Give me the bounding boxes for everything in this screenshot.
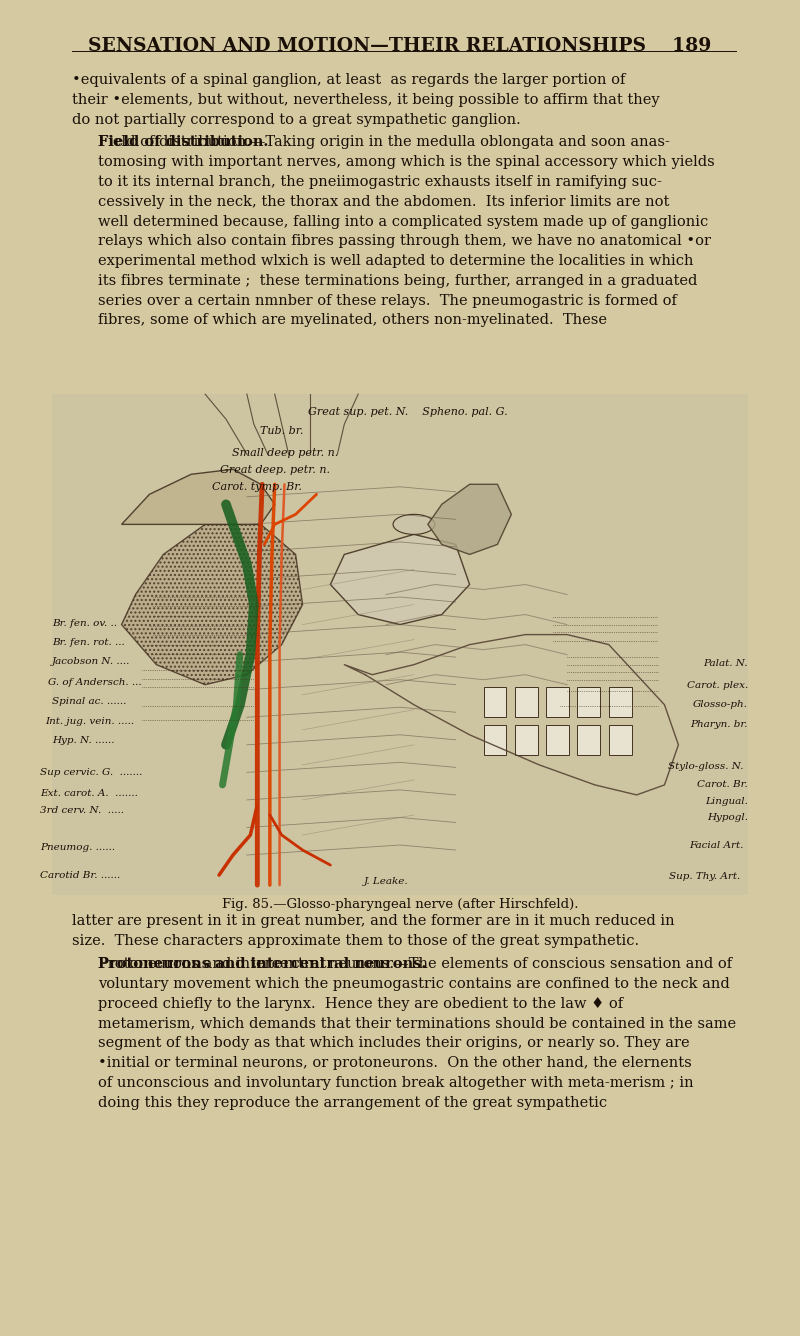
Text: fibres, some of which are myelinated, others non-myelinated.  These: fibres, some of which are myelinated, ot… bbox=[98, 314, 607, 327]
Text: cessively in the neck, the thorax and the abdomen.  Its inferior limits are not: cessively in the neck, the thorax and th… bbox=[98, 195, 670, 208]
Text: Lingual.: Lingual. bbox=[705, 798, 748, 806]
Text: SENSATION AND MOTION—THEIR RELATIONSHIPS    189: SENSATION AND MOTION—THEIR RELATIONSHIPS… bbox=[88, 37, 712, 55]
Text: voluntary movement which the pneumogastric contains are confined to the neck and: voluntary movement which the pneumogastr… bbox=[98, 977, 730, 991]
Bar bbox=[515, 724, 538, 755]
Text: Carotid Br. ......: Carotid Br. ...... bbox=[40, 871, 120, 879]
Text: its fibres terminate ;  these terminations being, further, arranged in a graduat: its fibres terminate ; these termination… bbox=[98, 274, 698, 287]
Text: experimental method wlxich is well adapted to determine the localities in which: experimental method wlxich is well adapt… bbox=[98, 254, 694, 269]
Text: doing this they reproduce the arrangement of the great sympathetic: doing this they reproduce the arrangemen… bbox=[98, 1096, 607, 1110]
Bar bbox=[609, 724, 632, 755]
Text: Stylo-gloss. N.: Stylo-gloss. N. bbox=[669, 763, 744, 771]
Bar bbox=[578, 724, 601, 755]
Text: Carot. Br.: Carot. Br. bbox=[698, 780, 748, 788]
Text: Pneumog. ......: Pneumog. ...... bbox=[40, 843, 115, 851]
Text: Spinal ac. ......: Spinal ac. ...... bbox=[52, 697, 126, 705]
Text: Great sup. pet. N.    Spheno. pal. G.: Great sup. pet. N. Spheno. pal. G. bbox=[308, 407, 508, 417]
Text: Great deep. petr. n.: Great deep. petr. n. bbox=[220, 465, 330, 474]
Bar bbox=[546, 724, 569, 755]
Text: relays which also contain fibres passing through them, we have no anatomical •or: relays which also contain fibres passing… bbox=[98, 234, 711, 248]
Bar bbox=[546, 687, 569, 717]
Text: Field of distribution.—Taking origin in the medulla oblongata and soon anas-: Field of distribution.—Taking origin in … bbox=[98, 135, 670, 150]
Text: Sup cervic. G.  .......: Sup cervic. G. ....... bbox=[40, 768, 142, 776]
Text: Br. fen. ov. ..: Br. fen. ov. .. bbox=[52, 620, 117, 628]
Text: to it its internal branch, the pneiimogastric exhausts itself in ramifying suc-: to it its internal branch, the pneiimoga… bbox=[98, 175, 662, 188]
Text: Field of distribution.: Field of distribution. bbox=[98, 135, 269, 150]
Text: G. of Andersch. ...: G. of Andersch. ... bbox=[48, 679, 142, 687]
Bar bbox=[483, 687, 506, 717]
Bar bbox=[52, 394, 748, 895]
Bar bbox=[483, 724, 506, 755]
Bar bbox=[515, 687, 538, 717]
Text: Facial Art.: Facial Art. bbox=[690, 842, 744, 850]
Text: size.  These characters approximate them to those of the great sympathetic.: size. These characters approximate them … bbox=[72, 934, 639, 947]
Polygon shape bbox=[122, 469, 274, 524]
Text: Int. jug. vein. .....: Int. jug. vein. ..... bbox=[46, 717, 134, 725]
Text: do not partially correspond to a great sympathetic ganglion.: do not partially correspond to a great s… bbox=[72, 114, 521, 127]
Text: Small deep petr. n.: Small deep petr. n. bbox=[232, 448, 338, 457]
Text: Protoneurons and intercentral neurons.: Protoneurons and intercentral neurons. bbox=[98, 958, 426, 971]
Text: series over a certain nmnber of these relays.  The pneumogastric is formed of: series over a certain nmnber of these re… bbox=[98, 294, 678, 307]
Text: 3rd cerv. N.  .....: 3rd cerv. N. ..... bbox=[40, 807, 124, 815]
Text: their •elements, but without, nevertheless, it being possible to affirm that the: their •elements, but without, neverthele… bbox=[72, 94, 660, 107]
Polygon shape bbox=[330, 534, 470, 625]
Polygon shape bbox=[428, 485, 511, 554]
Text: proceed chiefly to the larynx.  Hence they are obedient to the law ♦ of: proceed chiefly to the larynx. Hence the… bbox=[98, 997, 623, 1011]
Text: •initial or terminal neurons, or protoneurons.  On the other hand, the elernents: •initial or terminal neurons, or protone… bbox=[98, 1057, 692, 1070]
Text: Glosso-ph.: Glosso-ph. bbox=[693, 700, 748, 708]
Ellipse shape bbox=[393, 514, 435, 534]
Text: Protoneurons and intercentral neurons.—The elements of conscious sensation and o: Protoneurons and intercentral neurons.—T… bbox=[98, 958, 733, 971]
Text: J. Leake.: J. Leake. bbox=[364, 878, 408, 886]
Text: •equivalents of a spinal ganglion, at least  as regards the larger portion of: •equivalents of a spinal ganglion, at le… bbox=[72, 73, 626, 87]
Text: Hyp. N. ......: Hyp. N. ...... bbox=[52, 736, 114, 744]
Text: well determined because, falling into a complicated system made up of ganglionic: well determined because, falling into a … bbox=[98, 215, 709, 228]
Bar bbox=[609, 687, 632, 717]
Text: segment of the body as that which includes their origins, or nearly so. They are: segment of the body as that which includ… bbox=[98, 1037, 690, 1050]
Bar bbox=[578, 687, 601, 717]
Text: Sup. Thy. Art.: Sup. Thy. Art. bbox=[669, 872, 740, 880]
Text: Carot. tymp. Br.: Carot. tymp. Br. bbox=[212, 482, 302, 492]
Text: Br. fen. rot. ...: Br. fen. rot. ... bbox=[52, 639, 125, 647]
Polygon shape bbox=[122, 524, 302, 684]
Text: Palat. N.: Palat. N. bbox=[703, 660, 748, 668]
Text: metamerism, which demands that their terminations should be contained in the sam: metamerism, which demands that their ter… bbox=[98, 1017, 737, 1030]
Text: of unconscious and involuntary function break altogether with meta-merism ; in: of unconscious and involuntary function … bbox=[98, 1075, 694, 1090]
Text: tomosing with important nerves, among which is the spinal accessory which yields: tomosing with important nerves, among wh… bbox=[98, 155, 715, 170]
Text: Hypogl.: Hypogl. bbox=[707, 814, 748, 822]
Text: Tub. br.: Tub. br. bbox=[260, 426, 303, 436]
Text: Ext. carot. A.  .......: Ext. carot. A. ....... bbox=[40, 790, 138, 798]
Text: Fig. 85.—Glosso-pharyngeal nerve (after Hirschfeld).: Fig. 85.—Glosso-pharyngeal nerve (after … bbox=[222, 898, 578, 911]
Text: latter are present in it in great number, and the former are in it much reduced : latter are present in it in great number… bbox=[72, 914, 674, 927]
Text: Jacobson N. ....: Jacobson N. .... bbox=[52, 657, 130, 665]
Text: Pharyn. br.: Pharyn. br. bbox=[690, 720, 748, 728]
Text: Carot. plex.: Carot. plex. bbox=[686, 681, 748, 689]
